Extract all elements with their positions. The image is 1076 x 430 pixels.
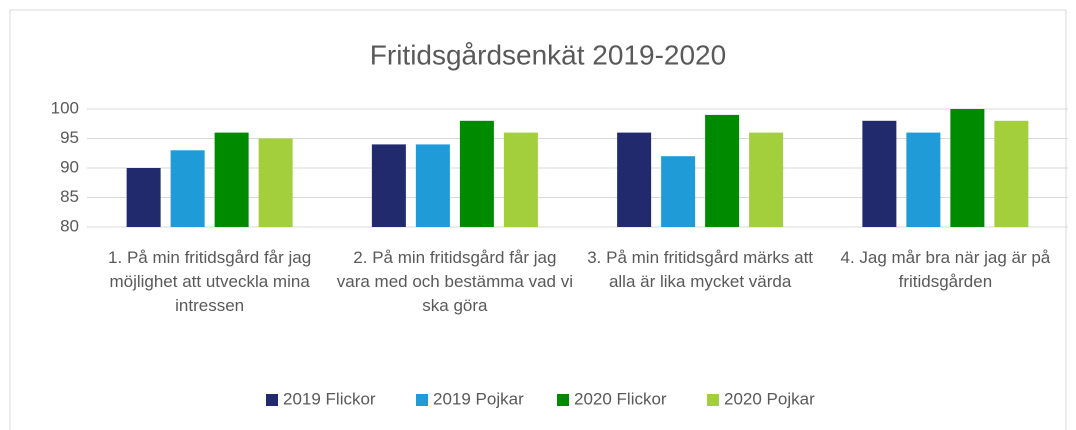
bar: [705, 114, 740, 227]
legend-swatch: [416, 394, 428, 406]
legend-swatch: [707, 394, 719, 406]
y-tick-label: 85: [60, 187, 79, 206]
legend-swatch: [557, 394, 569, 406]
bar: [415, 144, 450, 227]
legend-label: 2019 Flickor: [283, 389, 376, 408]
legend-label: 2020 Flickor: [574, 389, 667, 408]
legend-swatch: [266, 394, 278, 406]
y-tick-label: 80: [60, 216, 79, 235]
bar: [170, 150, 205, 227]
y-tick-label: 100: [51, 98, 79, 117]
bar: [950, 109, 985, 227]
x-tick-label: 3. På min fritidsgård märks att alla är …: [587, 248, 814, 291]
chart-border: [9, 9, 1067, 430]
bar: [994, 120, 1029, 227]
bar: [126, 168, 161, 227]
y-tick-label: 95: [60, 128, 79, 147]
chart-title: Fritidsgårdsenkät 2019-2020: [370, 39, 726, 70]
bar: [214, 132, 249, 227]
bar: [906, 132, 941, 227]
bar: [503, 132, 538, 227]
bar: [258, 138, 293, 227]
legend-label: 2020 Pojkar: [724, 389, 815, 408]
x-tick-label: 4. Jag mår bra när jag är på fritidsgård…: [840, 248, 1051, 291]
bar: [749, 132, 784, 227]
x-tick-label: 2. På min fritidsgård får jag vara med o…: [336, 248, 573, 315]
bar: [661, 156, 696, 227]
bar: [617, 132, 652, 227]
bar: [862, 120, 897, 227]
bar: [459, 120, 494, 227]
y-tick-label: 90: [60, 157, 79, 176]
bar: [371, 144, 406, 227]
x-tick-label: 1. På min fritidsgård får jag möjlighet …: [108, 248, 312, 315]
legend-label: 2019 Pojkar: [433, 389, 524, 408]
